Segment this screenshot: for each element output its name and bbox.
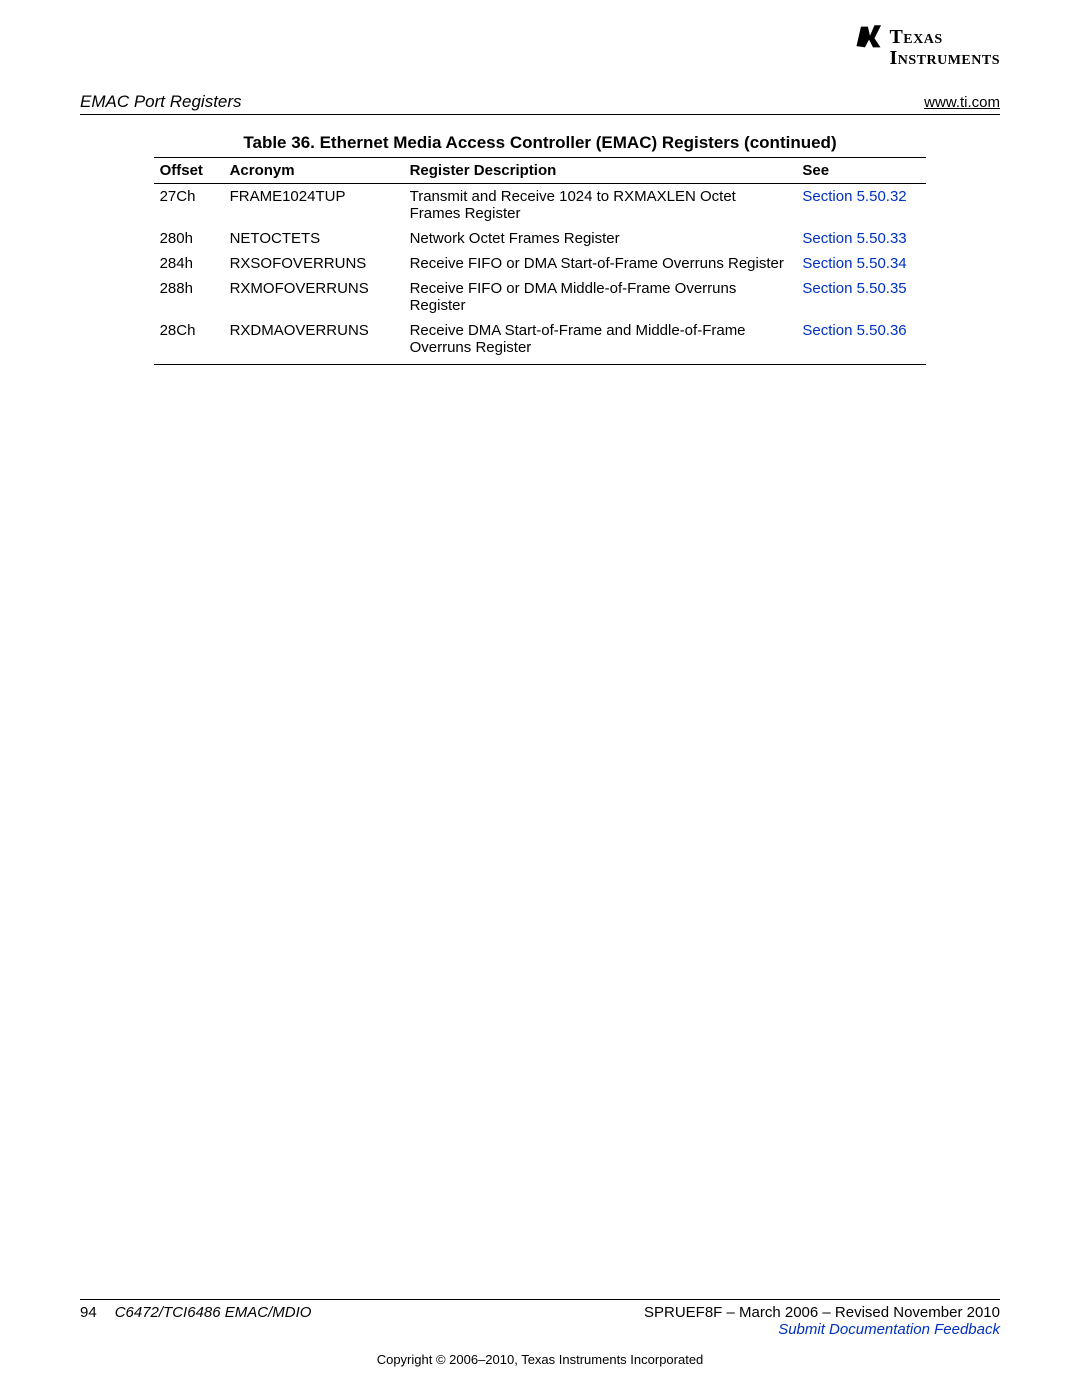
ti-logo-mark-icon: [853, 24, 883, 50]
table-header-row: Offset Acronym Register Description See: [154, 158, 927, 184]
table-row: 284h RXSOFOVERRUNS Receive FIFO or DMA S…: [154, 251, 927, 276]
cell-offset: 288h: [154, 276, 224, 318]
cell-desc: Receive FIFO or DMA Middle-of-Frame Over…: [404, 276, 797, 318]
section-link[interactable]: Section 5.50.33: [802, 230, 906, 247]
col-header-offset: Offset: [154, 158, 224, 184]
feedback-link[interactable]: Submit Documentation Feedback: [644, 1321, 1000, 1338]
table-title: Table 36. Ethernet Media Access Controll…: [80, 133, 1000, 153]
page-header: EMAC Port Registers www.ti.com: [80, 92, 1000, 115]
doc-revision: SPRUEF8F – March 2006 – Revised November…: [644, 1304, 1000, 1321]
cell-desc: Network Octet Frames Register: [404, 226, 797, 251]
col-header-see: See: [796, 158, 926, 184]
cell-desc: Receive DMA Start-of-Frame and Middle-of…: [404, 318, 797, 365]
emac-registers-table: Offset Acronym Register Description See …: [154, 157, 927, 365]
cell-offset: 28Ch: [154, 318, 224, 365]
table-row: 288h RXMOFOVERRUNS Receive FIFO or DMA M…: [154, 276, 927, 318]
copyright-text: Copyright © 2006–2010, Texas Instruments…: [80, 1352, 1000, 1367]
page-number: 94: [80, 1304, 97, 1321]
ti-logo: Texas Instruments: [853, 24, 1000, 68]
cell-offset: 280h: [154, 226, 224, 251]
cell-acronym: FRAME1024TUP: [224, 184, 404, 227]
page-footer: 94 C6472/TCI6486 EMAC/MDIO SPRUEF8F – Ma…: [80, 1299, 1000, 1367]
cell-acronym: RXSOFOVERRUNS: [224, 251, 404, 276]
section-link[interactable]: Section 5.50.34: [802, 255, 906, 272]
col-header-acronym: Acronym: [224, 158, 404, 184]
cell-acronym: RXDMAOVERRUNS: [224, 318, 404, 365]
logo-line2: Instruments: [889, 48, 1000, 68]
section-link[interactable]: Section 5.50.32: [802, 188, 906, 205]
section-title: EMAC Port Registers: [80, 92, 242, 112]
col-header-desc: Register Description: [404, 158, 797, 184]
cell-offset: 284h: [154, 251, 224, 276]
logo-line1: Texas: [889, 27, 942, 47]
section-link[interactable]: Section 5.50.36: [802, 322, 906, 339]
table-row: 28Ch RXDMAOVERRUNS Receive DMA Start-of-…: [154, 318, 927, 365]
website-link[interactable]: www.ti.com: [924, 94, 1000, 111]
table-row: 280h NETOCTETS Network Octet Frames Regi…: [154, 226, 927, 251]
cell-acronym: RXMOFOVERRUNS: [224, 276, 404, 318]
cell-desc: Transmit and Receive 1024 to RXMAXLEN Oc…: [404, 184, 797, 227]
section-link[interactable]: Section 5.50.35: [802, 280, 906, 297]
doc-title: C6472/TCI6486 EMAC/MDIO: [115, 1304, 312, 1321]
cell-desc: Receive FIFO or DMA Start-of-Frame Overr…: [404, 251, 797, 276]
cell-offset: 27Ch: [154, 184, 224, 227]
table-row: 27Ch FRAME1024TUP Transmit and Receive 1…: [154, 184, 927, 227]
cell-acronym: NETOCTETS: [224, 226, 404, 251]
